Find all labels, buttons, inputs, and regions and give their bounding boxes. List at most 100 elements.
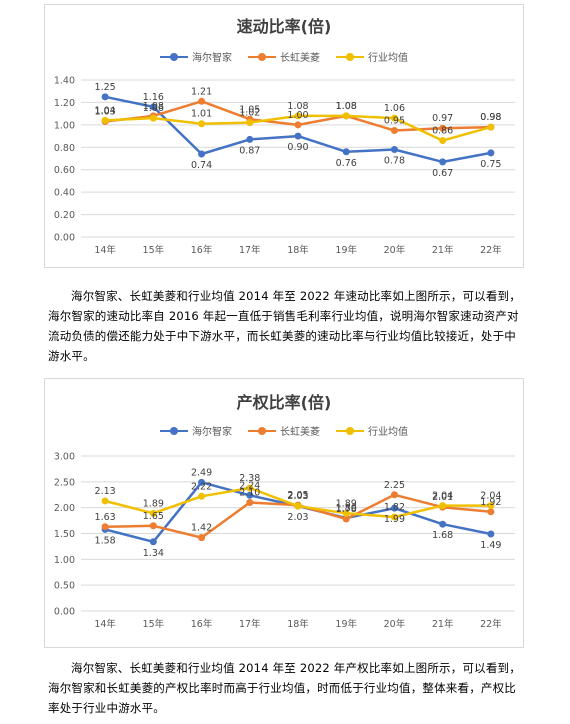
data-point <box>149 522 157 530</box>
legend-label: 长虹美菱 <box>280 53 320 64</box>
data-label: 2.04 <box>480 491 501 502</box>
legend-item-haier: 海尔智家 <box>160 49 232 64</box>
legend-label: 长虹美菱 <box>280 427 320 438</box>
data-point <box>198 97 206 105</box>
x-tick-label: 18年 <box>287 618 309 630</box>
legend-item-industry: 行业均值 <box>336 49 408 64</box>
legend-label: 海尔智家 <box>192 53 232 64</box>
data-point <box>390 491 398 499</box>
data-point <box>198 534 206 542</box>
x-tick-label: 21年 <box>432 244 454 256</box>
data-point <box>487 123 495 131</box>
legend-item-industry: 行业均值 <box>336 423 408 438</box>
x-tick-label: 14年 <box>94 618 116 630</box>
y-tick-label: 0.40 <box>54 188 75 199</box>
y-tick-label: 3.00 <box>54 452 75 463</box>
data-point <box>198 150 206 158</box>
x-tick-label: 21年 <box>432 618 454 630</box>
data-point <box>101 523 109 531</box>
x-tick-label: 20年 <box>384 618 406 630</box>
data-point <box>342 509 350 517</box>
data-point <box>246 135 254 143</box>
data-label: 0.90 <box>287 142 308 153</box>
data-point <box>101 93 109 101</box>
y-tick-label: 2.00 <box>54 503 75 514</box>
data-point <box>246 484 254 492</box>
data-label: 1.06 <box>384 103 405 114</box>
legend-swatch <box>248 52 276 62</box>
data-label: 0.87 <box>239 145 260 156</box>
data-label: 1.16 <box>143 92 164 103</box>
quick-ratio-plot: 0.00 0.20 0.40 0.60 0.80 1.00 1.20 1.40 14年 15年 16… <box>54 76 515 256</box>
data-point <box>390 513 398 521</box>
data-label: 2.03 <box>287 491 308 502</box>
quick-ratio-paragraph: 海尔智家、长虹美菱和行业均值 2014 年至 2022 年速动比率如上图所示，可… <box>48 289 521 363</box>
y-tick-label: 0.00 <box>54 233 75 244</box>
x-tick-label: 20年 <box>384 244 406 256</box>
x-tick-label: 15年 <box>143 618 165 630</box>
y-tick-label: 0.50 <box>54 581 75 592</box>
data-point <box>149 114 157 122</box>
x-tick-label: 18年 <box>287 244 309 256</box>
data-point <box>246 119 254 127</box>
x-tick-label: 19年 <box>335 618 357 630</box>
legend-swatch <box>336 426 364 436</box>
equity-ratio-plot: 0.00 0.50 1.00 1.50 2.00 2.50 3.00 14年 15年 16年 17年… <box>54 452 515 630</box>
data-label: 1.06 <box>143 103 164 114</box>
data-point <box>149 103 157 111</box>
data-point <box>246 499 254 506</box>
data-label: 1.89 <box>143 498 164 509</box>
x-tick-label: 22年 <box>480 244 502 256</box>
data-point <box>294 502 302 510</box>
data-label: 2.01 <box>432 492 453 503</box>
data-label: 0.97 <box>432 113 453 124</box>
data-point <box>101 497 109 505</box>
data-point <box>294 112 302 120</box>
data-label: 2.24 <box>239 480 260 491</box>
x-tick-label: 16年 <box>191 618 213 630</box>
y-tick-label: 1.00 <box>54 120 75 131</box>
data-label: 1.58 <box>95 535 116 546</box>
data-label: 1.63 <box>95 512 116 523</box>
data-point <box>390 126 398 134</box>
data-label: 1.04 <box>95 105 116 116</box>
chart-title: 速动比率(倍) <box>236 17 332 36</box>
data-label: 1.99 <box>384 514 405 525</box>
data-point <box>390 504 398 512</box>
data-point <box>149 538 157 546</box>
legend-item-haier: 海尔智家 <box>160 423 232 438</box>
data-point <box>439 124 447 132</box>
data-label: 2.05 <box>287 490 308 501</box>
x-tick-label: 19年 <box>335 244 357 256</box>
data-label: 0.98 <box>480 112 501 123</box>
data-label: 1.02 <box>239 108 260 119</box>
data-point <box>390 146 398 154</box>
data-point <box>101 116 109 124</box>
data-point <box>439 137 447 145</box>
legend-swatch <box>160 426 188 436</box>
y-tick-label: 2.50 <box>54 477 75 488</box>
data-label: 2.25 <box>384 480 405 491</box>
data-point <box>294 132 302 140</box>
y-tick-label: 1.20 <box>54 98 75 109</box>
data-label: 2.03 <box>287 512 308 523</box>
legend-swatch <box>248 426 276 436</box>
data-point <box>390 114 398 122</box>
data-label: 2.13 <box>95 486 116 497</box>
data-label: 0.76 <box>336 158 357 169</box>
data-label: 2.49 <box>191 467 212 478</box>
data-point <box>487 502 495 510</box>
data-label: 1.03 <box>95 106 116 117</box>
data-label: 1.80 <box>336 503 357 514</box>
legend-label: 行业均值 <box>368 427 408 438</box>
data-label: 1.65 <box>143 511 164 522</box>
data-label: 1.25 <box>95 82 116 93</box>
data-label: 1.68 <box>432 530 453 541</box>
data-label: 0.78 <box>384 156 405 167</box>
data-point <box>439 158 447 166</box>
data-label: 1.78 <box>336 504 357 515</box>
data-point <box>294 121 302 129</box>
y-tick-label: 0.20 <box>54 210 75 221</box>
data-label: 1.00 <box>287 110 308 121</box>
data-label: 1.05 <box>239 104 260 115</box>
